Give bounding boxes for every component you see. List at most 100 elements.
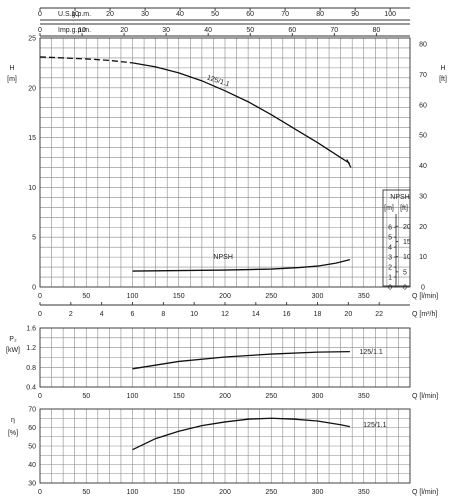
head-curve-label: 125/1.1 (206, 74, 230, 88)
impgpm-tick-label: 70 (330, 27, 338, 34)
head-y-right-tick-label: 10 (419, 254, 427, 261)
power-x-tick-label: 300 (312, 393, 324, 400)
head-panel-grid (39, 37, 411, 288)
efficiency-y-tick-label: 50 (28, 444, 36, 451)
npsh-inset-m-tick: 4 (388, 245, 392, 252)
efficiency-y-tick-label: 70 (28, 407, 36, 414)
npsh-inset-ft-tick: 10 (403, 254, 411, 261)
npsh-inset-ft-tick: 20 (403, 224, 411, 231)
efficiency-x-tick-label: 200 (219, 489, 231, 496)
head-x-tick-label: 0 (38, 293, 42, 300)
npsh-inset-m-tick: 2 (388, 265, 392, 272)
m3h-tick-label: 16 (283, 311, 291, 318)
efficiency-x-tick-label: 0 (38, 489, 42, 496)
impgpm-tick-label: 50 (246, 27, 254, 34)
npsh-inset-title: NPSH (390, 194, 409, 201)
m3h-tick-label: 0 (38, 311, 42, 318)
efficiency-panel-frame (39, 408, 411, 484)
head-y-tick-label: 0 (32, 285, 36, 292)
impgpm-tick-label: 0 (38, 27, 42, 34)
usgpm-tick-label: 0 (38, 11, 42, 18)
efficiency-x-tick-label: 100 (127, 489, 139, 496)
impgpm-tick-label: 20 (120, 27, 128, 34)
usgpm-tick-label: 50 (211, 11, 219, 18)
head-x-axis-label: Q [l/min] (412, 293, 438, 300)
npsh-curve (132, 258, 351, 272)
npsh-inset-m-tick: 1 (388, 275, 392, 282)
efficiency-x-tick-label: 250 (265, 489, 277, 496)
head-panel-frame (39, 37, 411, 288)
npsh-inset-box (382, 189, 411, 287)
power-y-tick-label: 0.8 (26, 365, 36, 372)
m3h-tick-label: 14 (252, 311, 260, 318)
impgpm-label: Imp.g.p.m. (58, 27, 91, 34)
npsh-inset-unit-ft: [ft] (400, 205, 408, 212)
usgpm-tick-label: 20 (106, 11, 114, 18)
npsh-inset-m-tick: 0 (388, 285, 392, 292)
head-x-tick-label: 100 (127, 293, 139, 300)
power-curve-label: 125/1.1 (359, 349, 382, 356)
impgpm-tick-label: 60 (288, 27, 296, 34)
m3h-axis-label: Q [m³/h] (412, 311, 437, 318)
head-y-tick-label: 15 (28, 135, 36, 142)
efficiency-y-tick-label: 60 (28, 425, 36, 432)
efficiency-x-axis-label: Q [l/min] (412, 489, 438, 496)
power-y-tick-label: 1.2 (26, 345, 36, 352)
m3h-tick-label: 8 (161, 311, 165, 318)
usgpm-tick-label: 80 (316, 11, 324, 18)
head-unit-label-right: [ft] (439, 76, 447, 83)
power-x-tick-label: 0 (38, 393, 42, 400)
m3h-tick-label: 10 (190, 311, 198, 318)
efficiency-x-tick-label: 50 (82, 489, 90, 496)
head-x-tick-label: 150 (173, 293, 185, 300)
head-y-right-tick-label: 20 (419, 224, 427, 231)
usgpm-label: U.S.g.p.m. (58, 11, 91, 18)
head-y-right-tick-label: 30 (419, 193, 427, 200)
usgpm-tick-label: 60 (246, 11, 254, 18)
usgpm-tick-label: 30 (141, 11, 149, 18)
head-x-tick-label: 200 (219, 293, 231, 300)
power-x-tick-label: 100 (127, 393, 139, 400)
head-y-right-tick-label: 50 (419, 133, 427, 140)
usgpm-tick-label: 100 (384, 11, 396, 18)
m3h-tick-label: 22 (375, 311, 383, 318)
m3h-tick-label: 20 (344, 311, 352, 318)
efficiency-x-tick-label: 350 (358, 489, 370, 496)
head-x-tick-label: 300 (312, 293, 324, 300)
head-y-right-tick-label: 40 (419, 163, 427, 170)
impgpm-tick-label: 40 (204, 27, 212, 34)
head-curve (132, 62, 351, 165)
npsh-inset-ft-tick: 5 (403, 269, 407, 276)
head-axis-label-right: H (440, 65, 445, 72)
impgpm-tick-label: 10 (78, 27, 86, 34)
m3h-tick-label: 6 (131, 311, 135, 318)
power-y-tick-label: 1.6 (26, 326, 36, 333)
npsh-inset-unit-m: [m] (384, 205, 394, 212)
head-x-tick-label: 250 (265, 293, 277, 300)
power-x-tick-label: 250 (265, 393, 277, 400)
m3h-tick-label: 2 (69, 311, 73, 318)
npsh-inset-m-tick: 6 (388, 225, 392, 232)
efficiency-curve-label: 125/1.1 (363, 422, 386, 429)
efficiency-x-tick-label: 300 (312, 489, 324, 496)
usgpm-tick-label: 40 (176, 11, 184, 18)
power-x-tick-label: 350 (358, 393, 370, 400)
power-panel-frame (39, 327, 411, 388)
head-y-tick-label: 25 (28, 36, 36, 43)
npsh-inset-m-tick: 3 (388, 255, 392, 262)
impgpm-tick-label: 80 (372, 27, 380, 34)
usgpm-tick-label: 70 (281, 11, 289, 18)
efficiency-y-tick-label: 30 (28, 481, 36, 488)
power-y-tick-label: 0.4 (26, 385, 36, 392)
power-unit-label: [kW] (6, 347, 20, 354)
head-y-right-tick-label: 70 (419, 72, 427, 79)
efficiency-curve (132, 417, 351, 451)
m3h-tick-label: 18 (314, 311, 322, 318)
usgpm-tick-label: 90 (351, 11, 359, 18)
efficiency-axis-label: η (11, 417, 15, 424)
npsh-inset-ft-tick: 15 (403, 239, 411, 246)
power-curve (132, 350, 350, 370)
head-y-right-tick-label: 0 (421, 285, 425, 292)
npsh-inset-ft-tick: 0 (403, 285, 407, 292)
npsh-curve-label: NPSH (213, 254, 232, 261)
